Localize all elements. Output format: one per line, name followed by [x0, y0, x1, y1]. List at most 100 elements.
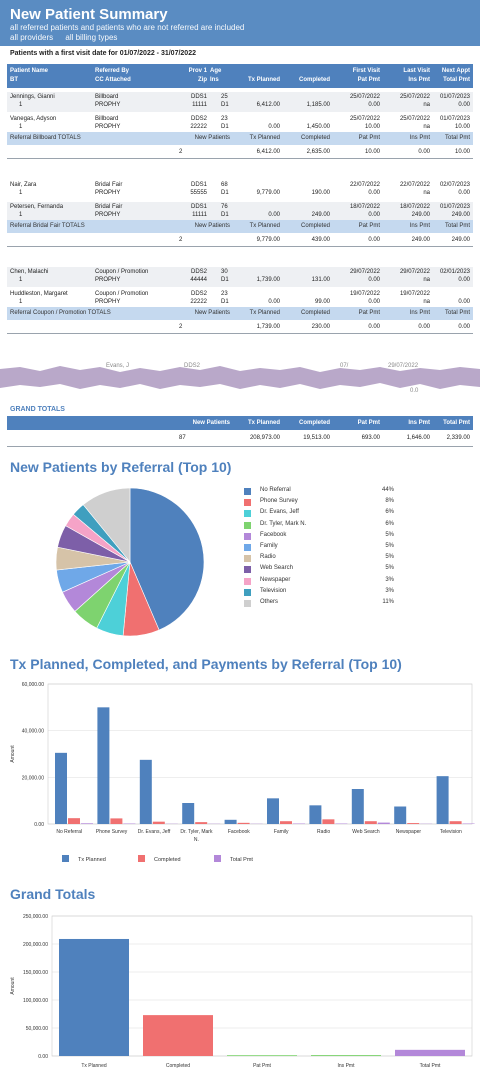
bar	[227, 1055, 297, 1056]
x-tick-label: Completed	[166, 1063, 190, 1069]
date-range-subtitle: Patients with a first visit date for 01/…	[10, 50, 196, 57]
bar	[377, 822, 390, 824]
totals-head-pat: Pat Pmt	[358, 310, 380, 316]
legend-pct: 5%	[385, 531, 394, 538]
table-row: Chen, Malachi 1 Coupon / Promotion PROPHY DD…	[7, 267, 473, 287]
cell-first: 25/07/2022	[349, 116, 380, 122]
cell-last: 25/07/2022	[399, 116, 430, 122]
totals-head-comp: Completed	[300, 223, 330, 229]
cell-cc: PROPHY	[95, 299, 121, 305]
cell-prov: DDS2	[190, 116, 207, 122]
y-tick-label: 0.00	[38, 1054, 48, 1060]
legend-item: Others 11%	[244, 599, 394, 609]
cell-total: 0.00	[458, 277, 470, 283]
totals-head-total: Total Pmt	[444, 223, 470, 229]
group-divider	[7, 333, 473, 334]
cell-zip: 11111	[192, 102, 207, 108]
cell-cc: PROPHY	[95, 102, 121, 108]
cell-age: 25	[221, 94, 228, 100]
bar	[139, 759, 152, 824]
gt-total: 2,339.00	[446, 435, 470, 441]
partial-row-first: 07/	[340, 363, 349, 369]
pie-chart	[55, 487, 205, 637]
legend-pct: 3%	[385, 587, 394, 594]
group-divider	[7, 246, 473, 247]
legend-label: Radio	[260, 554, 276, 561]
cell-tx: 0.00	[268, 299, 280, 305]
table-row: Vanegas, Adyson 1 Billboard PROPHY DDS2 22222…	[7, 114, 473, 134]
cell-ins: D1	[221, 277, 229, 283]
report-header: New Patient Summary all referred patient…	[0, 0, 480, 46]
cell-ref: Billboard	[95, 94, 119, 100]
totals-head-total: Total Pmt	[444, 310, 470, 316]
legend-label: Dr. Tyler, Mark N.	[260, 520, 307, 527]
totals-head-comp: Completed	[300, 310, 330, 316]
cell-total: 0.00	[458, 102, 470, 108]
partial-row-prov: DDS2	[184, 363, 201, 369]
table-row: Petersen, Fernanda 1 Bridal Fair PROPHY DDS1…	[7, 202, 473, 222]
totals-head-comp: Completed	[300, 135, 330, 141]
totals-head-ins: Ins Pmt	[409, 223, 430, 229]
totals-total: 10.00	[454, 149, 470, 155]
bar	[224, 819, 237, 824]
totals-comp: 230.00	[311, 324, 330, 330]
legend-label: Dr. Evans, Jeff	[260, 509, 299, 516]
x-tick-label: Television	[440, 829, 462, 835]
totals-tx: 9,779.00	[256, 237, 280, 243]
cell-next: 01/07/2023	[439, 204, 470, 210]
group-totals-values: 2 9,779.00 439.00 0.00 249.00 249.00	[7, 235, 473, 246]
cell-next: 01/07/2023	[439, 94, 470, 100]
legend-pct: 5%	[385, 554, 394, 561]
totals-new: 2	[179, 237, 183, 243]
torn-page-divider: Evans, J DDS2 07/ 29/07/2022 0.0	[0, 363, 480, 394]
legend-label: Phone Survey	[260, 498, 298, 505]
cell-first: 18/07/2022	[349, 204, 380, 210]
cell-bt: 1	[19, 124, 23, 130]
cell-inspmt: na	[423, 190, 430, 196]
table-row: Huddleston, Margaret 1 Coupon / Promotion P…	[7, 289, 473, 309]
y-axis-label: Amount	[10, 745, 16, 763]
billing-filter: all billing types	[65, 33, 118, 42]
cell-age: 76	[221, 204, 228, 210]
cell-ins: D1	[221, 190, 229, 196]
cell-pat: 0.00	[368, 299, 380, 305]
totals-head-ins: Ins Pmt	[409, 135, 430, 141]
y-tick-label: 60,000.00	[22, 682, 44, 688]
legend-label: Family	[260, 543, 278, 549]
totals-head-pat: Pat Pmt	[358, 223, 380, 229]
bar	[68, 818, 80, 824]
legend-swatch	[244, 510, 251, 518]
group-totals-header: Referral Coupon / Promotion TOTALS New Pa…	[7, 307, 473, 320]
legend-item: Phone Survey 8%	[244, 498, 394, 508]
totals-tx: 1,739.00	[256, 324, 280, 330]
totals-tx: 6,412.00	[256, 149, 280, 155]
pie-chart-title: New Patients by Referral (Top 10)	[10, 459, 232, 475]
legend-label: Newspaper	[260, 576, 291, 583]
cell-tx: 1,739.00	[256, 277, 280, 283]
x-tick-label: Facebook	[228, 829, 250, 835]
bar	[267, 798, 279, 824]
totals-head-total: Total Pmt	[444, 135, 470, 141]
legend-pct: 5%	[385, 565, 394, 572]
gt-head-pat: Pat Pmt	[357, 420, 380, 426]
totals-ins: 0.00	[418, 324, 430, 330]
x-tick-label: Total Pmt	[420, 1063, 441, 1069]
cell-inspmt: na	[423, 299, 430, 305]
legend-swatch	[244, 555, 251, 563]
cell-total: 249.00	[451, 212, 470, 218]
legend-item: Newspaper 3%	[244, 577, 394, 587]
legend-label: No Referral	[260, 487, 291, 493]
totals-head-tx: Tx Planned	[249, 223, 280, 229]
cell-inspmt: na	[423, 124, 430, 130]
legend-swatch	[244, 544, 251, 551]
totals-head-ins: Ins Pmt	[409, 310, 430, 316]
cell-bt: 1	[19, 277, 23, 283]
legend-pct: 5%	[385, 543, 394, 549]
legend-pct: 8%	[385, 498, 394, 505]
y-tick-label: 20,000.00	[22, 775, 44, 781]
cell-bt: 1	[19, 299, 23, 305]
group-totals-values: 2 1,739.00 230.00 0.00 0.00 0.00	[7, 322, 473, 333]
legend-item: Dr. Tyler, Mark N. 6%	[244, 521, 394, 531]
legend-swatch	[138, 855, 145, 862]
cell-name: Vanegas, Adyson	[10, 116, 57, 122]
